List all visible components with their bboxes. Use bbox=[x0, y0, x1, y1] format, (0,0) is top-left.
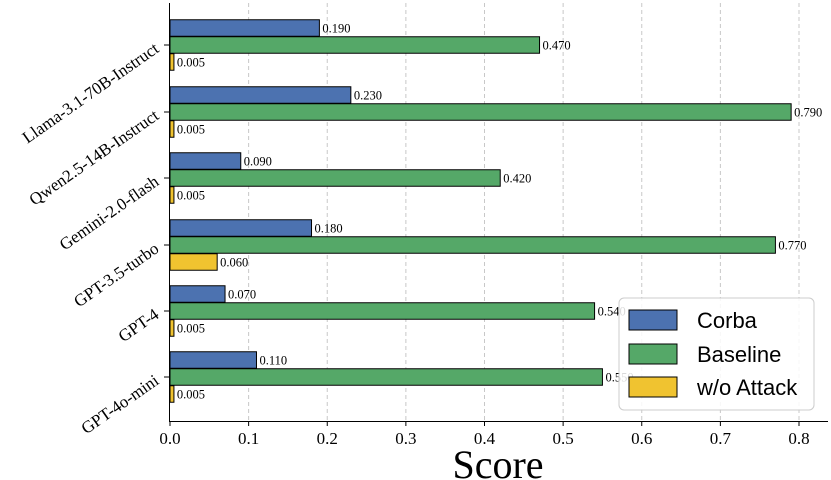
x-ticks: 0.0 0.1 0.2 0.3 0.4 0.5 0.6 0.7 0.8 bbox=[159, 421, 810, 448]
category-label: GPT-4o-mini bbox=[78, 371, 163, 438]
bar-baseline bbox=[169, 36, 541, 54]
x-tick-label: 0.4 bbox=[474, 429, 496, 448]
bar-w-o-attack bbox=[169, 253, 218, 271]
legend: Corba Baseline w/o Attack bbox=[618, 297, 815, 411]
value-labels: 0.190 0.470 0.005 0.230 0.790 0.005 0.090 0.420… bbox=[177, 22, 822, 402]
data-label: 0.470 bbox=[543, 39, 571, 53]
bar-corba bbox=[169, 285, 226, 303]
bar-corba bbox=[169, 152, 242, 170]
x-tick-label: 0.8 bbox=[788, 429, 809, 448]
data-label: 0.090 bbox=[244, 155, 272, 169]
x-tick-label: 0.2 bbox=[317, 429, 338, 448]
bar-baseline bbox=[169, 368, 603, 386]
data-label: 0.005 bbox=[177, 123, 205, 137]
data-label: 0.005 bbox=[177, 189, 205, 203]
category-label: GPT-4 bbox=[115, 304, 163, 345]
bar-baseline bbox=[169, 103, 792, 121]
data-label: 0.420 bbox=[503, 172, 531, 186]
x-tick-label: 0.5 bbox=[553, 429, 574, 448]
bar-w-o-attack bbox=[169, 319, 175, 337]
x-tick-label: 0.3 bbox=[395, 429, 416, 448]
legend-swatch-corba bbox=[628, 309, 678, 331]
legend-items: Corba Baseline w/o Attack bbox=[628, 308, 798, 400]
bar-corba bbox=[169, 19, 320, 37]
bar-corba bbox=[169, 86, 352, 104]
data-label: 0.005 bbox=[177, 388, 205, 402]
x-axis-title: Score bbox=[452, 442, 543, 480]
data-label: 0.070 bbox=[228, 288, 256, 302]
x-tick-label: 0.6 bbox=[631, 429, 652, 448]
category-label: GPT-3.5-turbo bbox=[70, 239, 162, 311]
x-tick-label: 0.0 bbox=[159, 429, 180, 448]
data-label: 0.790 bbox=[794, 106, 822, 120]
bar-baseline bbox=[169, 302, 596, 320]
category-labels: Llama-3.1-70B-InstructQwen2.5-14B-Instru… bbox=[19, 39, 169, 438]
bar-baseline bbox=[169, 169, 501, 187]
legend-label-corba: Corba bbox=[697, 308, 758, 333]
x-tick-label: 0.7 bbox=[710, 429, 732, 448]
data-label: 0.770 bbox=[778, 239, 806, 253]
bar-w-o-attack bbox=[169, 186, 175, 204]
bar-w-o-attack bbox=[169, 120, 175, 138]
legend-label-w-o-attack: w/o Attack bbox=[696, 375, 798, 400]
bar-baseline bbox=[169, 236, 776, 254]
legend-swatch-baseline bbox=[628, 343, 678, 365]
data-label: 0.190 bbox=[322, 22, 350, 36]
bar-corba bbox=[169, 219, 313, 237]
bar-corba bbox=[169, 351, 257, 369]
data-label: 0.180 bbox=[315, 222, 343, 236]
legend-swatch-w-o-attack bbox=[628, 376, 678, 398]
data-label: 0.005 bbox=[177, 56, 205, 70]
bar-w-o-attack bbox=[169, 53, 175, 71]
axes bbox=[169, 3, 828, 422]
legend-label-baseline: Baseline bbox=[697, 342, 781, 367]
data-label: 0.060 bbox=[220, 256, 248, 270]
data-label: 0.230 bbox=[354, 89, 382, 103]
x-tick-label: 0.1 bbox=[238, 429, 259, 448]
data-label: 0.005 bbox=[177, 322, 205, 336]
bar-w-o-attack bbox=[169, 385, 175, 403]
data-label: 0.110 bbox=[259, 354, 287, 368]
